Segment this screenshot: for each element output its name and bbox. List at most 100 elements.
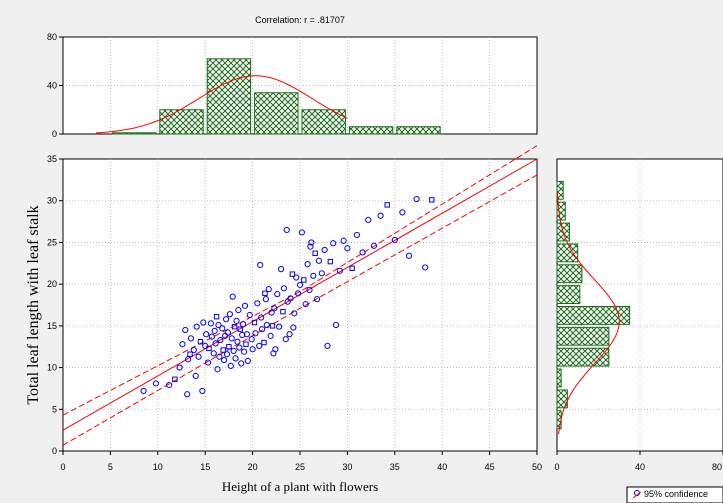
scatter-point — [206, 345, 212, 352]
scatter-point — [276, 323, 283, 330]
scatter-point — [283, 226, 290, 234]
scatter-point — [256, 342, 263, 349]
scatter-point — [296, 281, 304, 289]
x-histogram-bar — [206, 58, 252, 135]
scatter-point — [324, 342, 331, 349]
scatter-point — [179, 341, 186, 348]
scatter-point — [262, 296, 269, 303]
x-histogram-bar — [111, 132, 157, 135]
scatter-point — [262, 290, 268, 297]
scatter-point — [249, 346, 256, 353]
y-histogram-tick-label: 80 — [712, 462, 722, 472]
scatter-point — [200, 319, 207, 326]
scatter-point — [353, 231, 360, 239]
scatter-point — [187, 335, 195, 342]
scatter-point — [214, 366, 221, 373]
scatter-point — [238, 360, 245, 367]
scatter-point — [318, 270, 325, 277]
scatter-point — [182, 326, 189, 334]
scatter-point — [236, 344, 243, 351]
x-histogram-bar — [301, 109, 346, 135]
scatter-point — [140, 387, 147, 395]
scatter-point — [215, 321, 222, 329]
scatter-point — [195, 353, 202, 360]
scatter-point — [306, 286, 313, 294]
scatter-point — [251, 319, 258, 326]
y-histogram-bar — [556, 389, 568, 409]
scatter-point — [258, 314, 265, 321]
scatter-point — [224, 329, 232, 336]
y-tick-label: 10 — [47, 363, 57, 373]
y-histogram-bar — [556, 243, 579, 263]
scatter-point — [301, 277, 307, 283]
x-tick-label: 25 — [295, 462, 305, 472]
y-histogram-normal-curve — [557, 192, 620, 435]
y-histogram-bar — [556, 264, 583, 284]
legend-label: 95% confidence — [644, 489, 708, 499]
scatter-point — [261, 339, 267, 346]
scatter-point — [399, 209, 406, 216]
scatter-point — [231, 323, 238, 330]
x-tick-label: 5 — [108, 462, 113, 472]
scatter-point — [359, 249, 366, 256]
scatter-point — [207, 320, 214, 327]
y-histogram-bar — [556, 326, 610, 346]
scatter-point — [422, 264, 429, 271]
scatter-point — [243, 331, 251, 338]
scatter-point — [274, 291, 281, 298]
y-histogram-x-ticks: 0 40 80 — [554, 451, 723, 472]
scatter-point — [230, 347, 237, 354]
scatter-point — [229, 293, 236, 300]
x-histogram-grid — [63, 37, 537, 134]
scatter-point — [232, 355, 239, 362]
x-histogram-tick-label: 40 — [47, 81, 57, 91]
y-tick-label: 35 — [47, 154, 57, 164]
scatter-point — [429, 197, 435, 203]
x-histogram-bar — [396, 126, 441, 135]
y-tick-label: 20 — [47, 279, 57, 289]
scatter-point — [221, 356, 228, 364]
scatter-point — [310, 272, 317, 279]
y-tick-label: 5 — [52, 404, 57, 414]
y-tick-label: 0 — [52, 446, 57, 456]
scatter-point — [287, 295, 294, 302]
scatter-point — [413, 195, 420, 203]
scatter-point — [172, 376, 178, 382]
scatter-point — [248, 336, 255, 343]
y-histogram-bar — [556, 285, 581, 304]
scatter-point — [391, 236, 398, 244]
scatter-point — [223, 351, 231, 358]
scatter-point — [307, 243, 314, 250]
scatter-point — [293, 274, 300, 281]
scatter-point — [349, 265, 355, 271]
chart-title: Correlation: r = .81707 — [255, 15, 345, 25]
x-histogram-bar — [348, 126, 394, 135]
scatter-point — [176, 364, 183, 371]
scatter-point — [219, 325, 226, 332]
confidence-band-lower — [62, 174, 538, 446]
scatter-point — [233, 317, 240, 324]
scatter-point — [277, 266, 285, 273]
scatter-point — [384, 202, 390, 208]
x-tick-label: 35 — [390, 462, 400, 472]
scatter-point — [203, 331, 210, 338]
scatter-point — [237, 326, 243, 332]
scatter-point — [321, 246, 328, 254]
scatter-point — [240, 348, 248, 355]
scatter-point — [405, 252, 413, 259]
scatter-point — [216, 353, 223, 360]
scatter-point — [197, 339, 204, 345]
scatter-point — [204, 359, 212, 366]
legend: 95% confidence — [626, 486, 723, 503]
scatter-point — [210, 350, 217, 357]
scatter-point — [340, 237, 347, 244]
scatter-point — [217, 336, 224, 344]
scatter-grid — [63, 159, 537, 451]
scatter-point — [228, 335, 235, 342]
scatter-point — [289, 271, 296, 277]
scatter-point — [280, 308, 286, 315]
scatter-point — [286, 331, 293, 338]
x-axis-label: Height of a plant with flowers — [222, 479, 378, 494]
scatter-point — [304, 261, 311, 268]
